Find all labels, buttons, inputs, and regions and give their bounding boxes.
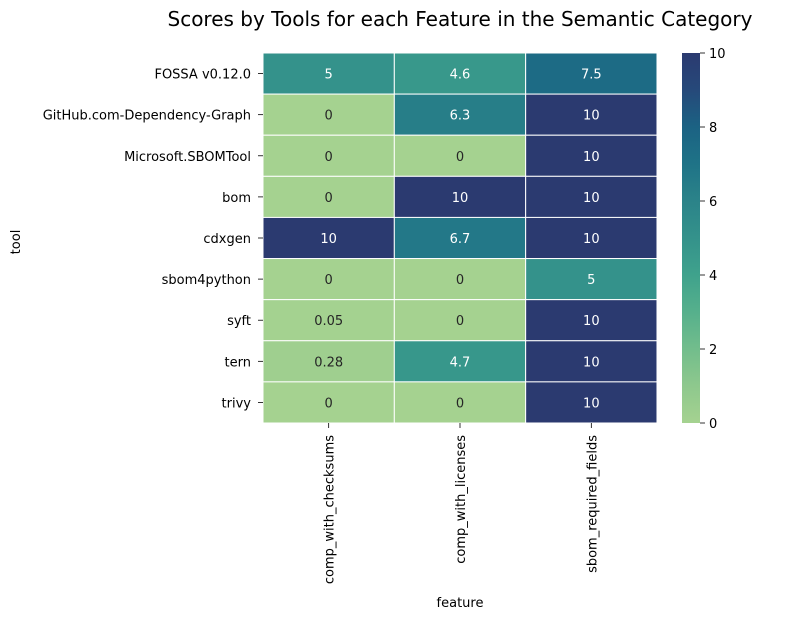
- cell-value-label: 10: [583, 150, 600, 165]
- heatmap-cell: [393, 299, 527, 342]
- cell-value-label: 10: [583, 314, 600, 329]
- colorbar-tick-label: 2: [709, 343, 717, 358]
- y-tick-label: bom: [222, 191, 251, 206]
- y-tick-label: cdxgen: [203, 232, 251, 247]
- cell-value-label: 10: [452, 191, 469, 206]
- heatmap-cell: [525, 258, 658, 301]
- colorbar-tick-label: 4: [709, 269, 717, 284]
- cell-value-label: 0: [456, 396, 464, 411]
- heatmap-cell: [393, 134, 527, 177]
- y-tick-label: tern: [225, 355, 251, 370]
- colorbar: [682, 53, 700, 423]
- cell-value-label: 4.6: [450, 68, 471, 83]
- cell-value-label: 5: [325, 68, 333, 83]
- x-tick-label: sbom_required_fields: [585, 435, 600, 573]
- heatmap-cell: [525, 381, 658, 424]
- colorbar-tick-label: 6: [709, 195, 717, 210]
- heatmap-cell: [262, 175, 395, 218]
- cell-value-label: 0: [456, 150, 464, 165]
- heatmap-cell: [393, 216, 527, 260]
- heatmap-cell: [262, 299, 395, 342]
- y-tick-label: GitHub.com-Dependency-Graph: [43, 109, 251, 124]
- colorbar-tick-label: 0: [709, 417, 717, 432]
- cell-value-label: 0.05: [314, 314, 343, 329]
- heatmap-cell: [525, 93, 658, 136]
- colorbar-tick-label: 8: [709, 121, 717, 136]
- heatmap-cell: [525, 175, 658, 218]
- cell-value-label: 6.3: [450, 109, 471, 124]
- cell-value-label: 10: [583, 396, 600, 411]
- cell-value-label: 10: [583, 191, 600, 206]
- cell-value-label: 6.7: [450, 232, 471, 247]
- cell-value-label: 0.28: [314, 355, 343, 370]
- colorbar-tick-label: 10: [709, 47, 726, 62]
- cell-value-label: 0: [456, 314, 464, 329]
- cell-value-label: 10: [320, 232, 337, 247]
- heatmap-cell: [525, 52, 658, 95]
- cell-value-label: 4.7: [450, 355, 471, 370]
- cell-value-label: 0: [325, 273, 333, 288]
- heatmap-cell: [393, 340, 527, 383]
- y-tick-label: syft: [227, 314, 251, 329]
- x-axis-label: feature: [437, 596, 484, 611]
- cell-value-label: 0: [325, 396, 333, 411]
- y-axis-label: tool: [9, 230, 24, 255]
- cell-value-label: 0: [325, 109, 333, 124]
- cell-value-label: 10: [583, 109, 600, 124]
- y-tick-label: sbom4python: [162, 273, 251, 288]
- y-tick-label: trivy: [222, 396, 252, 411]
- cell-value-label: 0: [325, 191, 333, 206]
- cell-value-label: 5: [587, 273, 595, 288]
- y-tick-label: Microsoft.SBOMTool: [124, 150, 251, 165]
- x-tick-label: comp_with_checksums: [323, 435, 338, 584]
- heatmap-cell: [393, 258, 527, 301]
- heatmap-cell: [525, 340, 658, 383]
- y-tick-label: FOSSA v0.12.0: [154, 68, 251, 83]
- heatmap-cell: [262, 93, 395, 136]
- x-tick-label: comp_with_licenses: [454, 435, 469, 564]
- cell-value-label: 7.5: [581, 68, 602, 83]
- cell-value-label: 0: [325, 150, 333, 165]
- heatmap-cell: [393, 52, 527, 95]
- cell-value-label: 0: [456, 273, 464, 288]
- chart-title: Scores by Tools for each Feature in the …: [168, 7, 753, 31]
- cell-value-label: 10: [583, 355, 600, 370]
- cell-value-label: 10: [583, 232, 600, 247]
- heatmap-cell: [262, 340, 395, 383]
- heatmap-cell: [262, 381, 395, 424]
- heatmap-cell: [262, 52, 395, 95]
- heatmap-cell: [525, 299, 658, 342]
